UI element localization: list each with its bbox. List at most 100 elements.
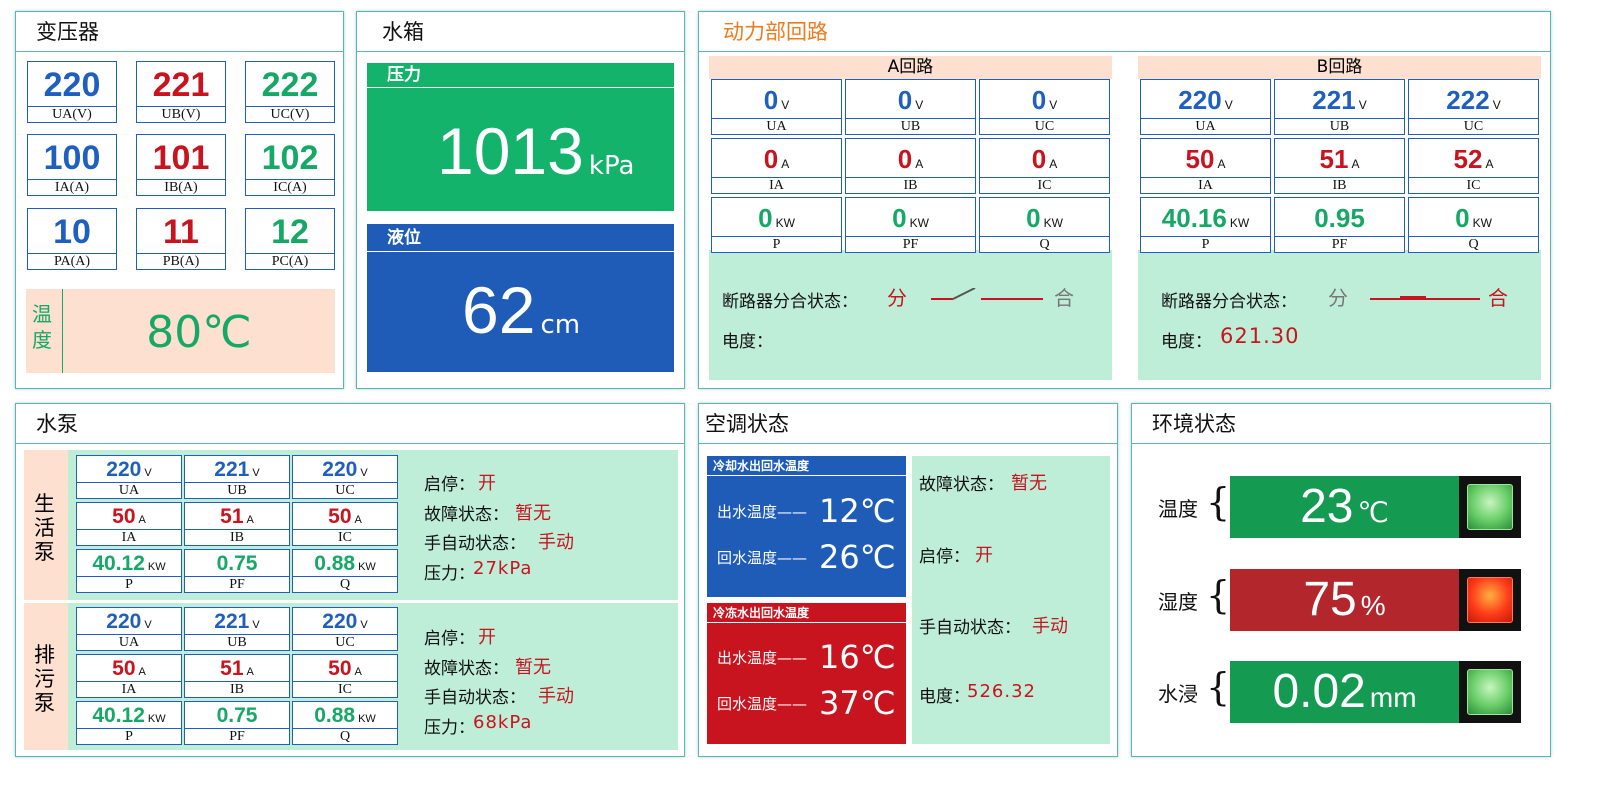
- meter-unit: V: [144, 467, 152, 479]
- meter-value: 0.75: [185, 550, 289, 578]
- meter-cell: 220 V UA: [76, 607, 182, 651]
- meter-label: PC(A): [246, 253, 334, 269]
- meter-value: 220 V: [77, 608, 181, 639]
- meter-cell: 221 V UB: [1274, 79, 1405, 135]
- meter-value: 101: [137, 135, 225, 181]
- meter-value: 50 A: [77, 655, 181, 686]
- pump-group-1-mode-value: 手动: [538, 532, 574, 553]
- meter-label: UC: [293, 634, 397, 650]
- pump-group-2-name: 排污泵: [34, 643, 55, 715]
- meter-number: 50: [328, 657, 352, 680]
- meter-unit: KW: [358, 713, 376, 725]
- meter-label: IB: [185, 681, 289, 697]
- meter-number: 0: [1031, 144, 1047, 174]
- meter-number: 10: [53, 213, 91, 251]
- meter-cell: 0.88 KW Q: [292, 549, 398, 593]
- env-value-bar: 23 ℃: [1230, 476, 1459, 538]
- ac-mode-label: 手自动状态：: [919, 618, 1021, 638]
- ac-chilled-back-value: 37℃: [819, 684, 896, 722]
- meter-value: 0.75: [185, 702, 289, 730]
- meter-number: 221: [1312, 85, 1356, 115]
- meter-value: 0.88 KW: [293, 550, 397, 581]
- meter-cell: 0 V UC: [979, 79, 1110, 135]
- ac-fault-label: 故障状态：: [919, 475, 1004, 495]
- meter-cell: 50 A IA: [76, 654, 182, 698]
- meter-unit: KW: [147, 713, 166, 725]
- meter-cell: 221 V UB: [184, 455, 290, 499]
- transformer-temp-box: 温度 80℃: [26, 289, 335, 373]
- meter-unit: V: [360, 467, 368, 479]
- ac-energy-label: 电度：: [919, 687, 970, 707]
- meter-cell: 50 A IA: [1140, 138, 1271, 194]
- meter-value: 222: [246, 62, 334, 108]
- meter-unit: A: [354, 514, 362, 526]
- meter-label: IA(A): [28, 179, 116, 195]
- meter-cell: 0 V UA: [711, 79, 842, 135]
- pump-group-2-mode-value: 手动: [538, 686, 574, 707]
- meter-cell: 51 A IB: [184, 654, 290, 698]
- pump-group-2-name-box: 排污泵: [24, 603, 68, 750]
- ac-chilled-title: 冷冻水出回水温度: [707, 603, 906, 623]
- env-row-label: 水浸: [1158, 682, 1198, 706]
- meter-number: 11: [163, 213, 199, 251]
- meter-unit: KW: [1229, 216, 1250, 230]
- meter-number: 52: [1453, 144, 1483, 174]
- meter-label: IB: [185, 529, 289, 545]
- meter-unit: A: [915, 157, 924, 171]
- lamp-glow: [1467, 669, 1513, 715]
- meter-unit: KW: [147, 561, 166, 573]
- meter-label: PF: [846, 236, 975, 252]
- ac-cooling-out-label: 出水温度——: [717, 503, 808, 521]
- meter-number: 0: [1031, 85, 1047, 115]
- meter-cell: 0 KW Q: [979, 197, 1110, 253]
- env-row-value: 0.02: [1272, 665, 1366, 718]
- meter-number: 0: [1455, 203, 1470, 233]
- meter-cell: 0.88 KW Q: [292, 701, 398, 745]
- tank-pressure-value: 1013: [437, 114, 584, 188]
- meter-unit: KW: [358, 561, 376, 573]
- meter-number: 220: [1178, 85, 1222, 115]
- meter-number: 50: [112, 657, 136, 680]
- pump-group-1-fault-label: 故障状态：: [424, 505, 509, 525]
- transformer-temp-label: 温度: [32, 302, 52, 352]
- ac-status-box: 故障状态： 暂无 启停： 开 手自动状态： 手动 电度： 526.32: [912, 456, 1110, 744]
- ac-cooling-out-value: 12℃: [819, 492, 896, 530]
- env-value-bar: 0.02 mm: [1230, 661, 1459, 723]
- meter-cell: 101 IB(A): [136, 134, 226, 196]
- transformer-title: 变压器: [16, 12, 343, 52]
- meter-unit: KW: [775, 216, 795, 230]
- meter-cell: 220 V UA: [76, 455, 182, 499]
- meter-label: UB: [1275, 118, 1404, 134]
- meter-value: 0.88 KW: [293, 702, 397, 733]
- meter-label: Q: [293, 576, 397, 592]
- meter-cell: 52 A IC: [1408, 138, 1539, 194]
- meter-label: IA: [77, 681, 181, 697]
- meter-number: 12: [271, 213, 309, 251]
- meter-cell: 50 A IC: [292, 502, 398, 546]
- meter-cell: 40.12 KW P: [76, 549, 182, 593]
- meter-label: UA: [77, 482, 181, 498]
- pump-group-2-fault-value: 暂无: [515, 657, 551, 678]
- tank-level-label: 液位: [367, 224, 674, 252]
- meter-unit: KW: [909, 216, 929, 230]
- meter-value: 52 A: [1409, 139, 1538, 184]
- meter-cell: 0 KW PF: [845, 197, 976, 253]
- meter-cell: 100 IA(A): [27, 134, 117, 196]
- env-row-unit: ℃: [1357, 497, 1389, 528]
- meter-value: 11: [137, 209, 225, 255]
- env-row-unit: mm: [1369, 682, 1417, 713]
- meter-number: 101: [152, 139, 210, 177]
- ac-run-value: 开: [975, 545, 993, 566]
- meter-label: PF: [1275, 236, 1404, 252]
- meter-cell: 0 V UB: [845, 79, 976, 135]
- meter-unit: V: [144, 619, 152, 631]
- meter-number: 0.88: [314, 704, 356, 727]
- meter-unit: KW: [1472, 216, 1492, 230]
- ac-chilled-box: 冷冻水出回水温度 出水温度—— 16℃ 回水温度—— 37℃: [707, 603, 906, 744]
- meter-value: 40.16 KW: [1141, 198, 1270, 243]
- pump-group-1-name: 生活泵: [34, 492, 55, 564]
- pump-group-2-run-label: 启停：: [424, 629, 475, 649]
- meter-unit: V: [252, 467, 260, 479]
- meter-label: Q: [1409, 236, 1538, 252]
